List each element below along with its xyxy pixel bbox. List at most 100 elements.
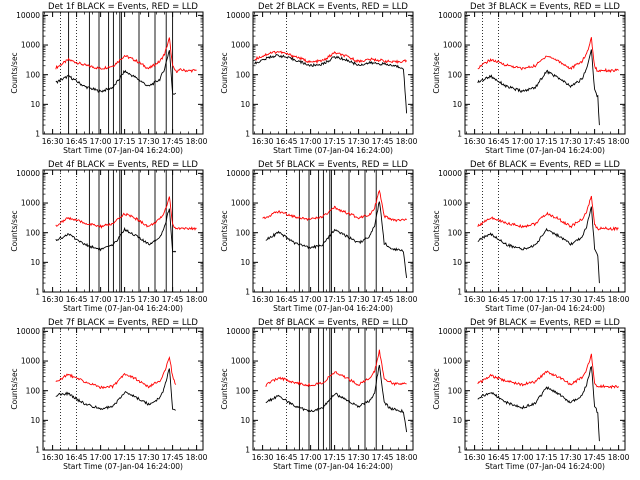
x-axis-label: Start Time (07-Jan-04 16:24:00) [273,146,393,155]
x-tick-label: 17:45 [162,137,184,146]
y-tick-label: 100 [236,70,251,79]
x-tick-label: 18:00 [396,137,418,146]
y-tick-label: 1 [457,446,462,455]
x-tick-label: 17:45 [372,295,394,304]
chart-title: Det 7f BLACK = Events, RED = LLD [48,318,198,328]
y-axis-label: Counts/sec [220,52,229,93]
y-tick-label: 100 [26,228,41,237]
x-tick-label: 17:15 [324,453,346,462]
y-tick-label: 10000 [16,327,40,336]
y-axis-label: Counts/sec [220,210,229,251]
axes-frame [464,169,626,293]
y-tick-label: 10000 [226,169,250,178]
x-tick-label: 16:45 [276,137,298,146]
x-tick-label: 16:30 [42,453,64,462]
y-tick-label: 1000 [21,357,40,366]
series-line [477,49,600,126]
x-tick-label: 17:00 [512,137,534,146]
series-line [55,208,177,253]
series-line [55,196,197,231]
y-tick-label: 10000 [16,169,40,178]
y-tick-label: 1000 [231,41,250,50]
chart-title: Det 2f BLACK = Events, RED = LLD [258,2,408,12]
y-axis-label: Counts/sec [10,368,19,409]
x-tick-label: 17:30 [138,295,160,304]
x-tick-label: 16:30 [464,453,486,462]
x-tick-label: 18:00 [186,137,208,146]
series-line [55,37,197,74]
x-tick-label: 18:00 [608,295,630,304]
series-line [55,368,176,411]
y-tick-label: 100 [236,386,251,395]
y-tick-label: 1000 [443,199,462,208]
x-tick-label: 16:45 [66,137,88,146]
y-tick-label: 10 [240,416,250,425]
x-tick-label: 16:45 [66,453,88,462]
chart-title: Det 8f BLACK = Events, RED = LLD [258,318,408,328]
x-tick-label: 18:00 [396,453,418,462]
chart-title: Det 6f BLACK = Events, RED = LLD [470,160,620,170]
y-tick-label: 10 [30,416,40,425]
x-tick-label: 18:00 [608,137,630,146]
y-tick-label: 1 [245,446,250,455]
y-tick-label: 1 [35,130,40,139]
chart-panel-2: Det 2f BLACK = Events, RED = LLD 1 10 100 10… [220,2,418,155]
x-tick-label: 17:15 [114,453,136,462]
x-tick-label: 16:30 [42,137,64,146]
chart-panel-6: Det 6f BLACK = Events, RED = LLD 1 10 100 10… [432,160,630,313]
y-tick-label: 10000 [438,327,462,336]
x-tick-label: 18:00 [608,453,630,462]
series-line [254,53,408,114]
x-axis-label: Start Time (07-Jan-04 16:24:00) [485,146,605,155]
axes-frame [464,327,626,451]
y-tick-label: 1000 [443,357,462,366]
y-tick-label: 10 [452,100,462,109]
y-tick-label: 100 [236,228,251,237]
y-tick-label: 1 [245,288,250,297]
axes-frame [42,11,204,135]
y-tick-label: 1 [35,446,40,455]
chart-title: Det 1f BLACK = Events, RED = LLD [48,2,198,12]
series-line [254,50,407,65]
x-tick-label: 16:30 [464,295,486,304]
y-tick-label: 1 [457,288,462,297]
y-tick-label: 1 [35,288,40,297]
x-tick-label: 17:15 [536,137,558,146]
x-tick-label: 17:00 [90,137,112,146]
x-tick-label: 17:30 [348,137,370,146]
x-tick-label: 17:30 [138,137,160,146]
x-tick-label: 17:00 [512,295,534,304]
chart-panel-5: Det 5f BLACK = Events, RED = LLD 1 10 100 10… [220,160,418,313]
x-tick-label: 16:45 [488,137,510,146]
y-tick-label: 100 [26,386,41,395]
x-tick-label: 17:45 [372,137,394,146]
x-tick-label: 17:45 [162,453,184,462]
y-tick-label: 10000 [438,169,462,178]
x-tick-label: 17:15 [324,137,346,146]
chart-title: Det 5f BLACK = Events, RED = LLD [258,160,408,170]
x-axis-label: Start Time (07-Jan-04 16:24:00) [63,462,183,471]
x-tick-label: 17:00 [300,137,322,146]
x-tick-label: 17:15 [536,453,558,462]
series-line [265,201,408,278]
y-axis-label: Counts/sec [432,210,441,251]
x-tick-label: 17:30 [560,137,582,146]
chart-title: Det 4f BLACK = Events, RED = LLD [48,160,198,170]
y-tick-label: 1000 [443,41,462,50]
series-line [477,37,619,74]
y-tick-label: 10 [240,100,250,109]
series-line [477,195,619,232]
x-tick-label: 17:45 [372,453,394,462]
x-tick-label: 18:00 [186,295,208,304]
chart-panel-8: Det 8f BLACK = Events, RED = LLD 1 10 100 10… [220,318,418,471]
y-axis-label: Counts/sec [10,52,19,93]
x-tick-label: 17:00 [300,295,322,304]
x-tick-label: 17:45 [584,453,606,462]
x-tick-label: 17:15 [536,295,558,304]
x-tick-label: 16:30 [252,295,274,304]
y-axis-label: Counts/sec [220,368,229,409]
y-tick-label: 10000 [226,327,250,336]
x-tick-label: 16:45 [488,453,510,462]
y-tick-label: 100 [448,228,463,237]
chart-panel-3: Det 3f BLACK = Events, RED = LLD 1 10 100 10… [432,2,630,155]
